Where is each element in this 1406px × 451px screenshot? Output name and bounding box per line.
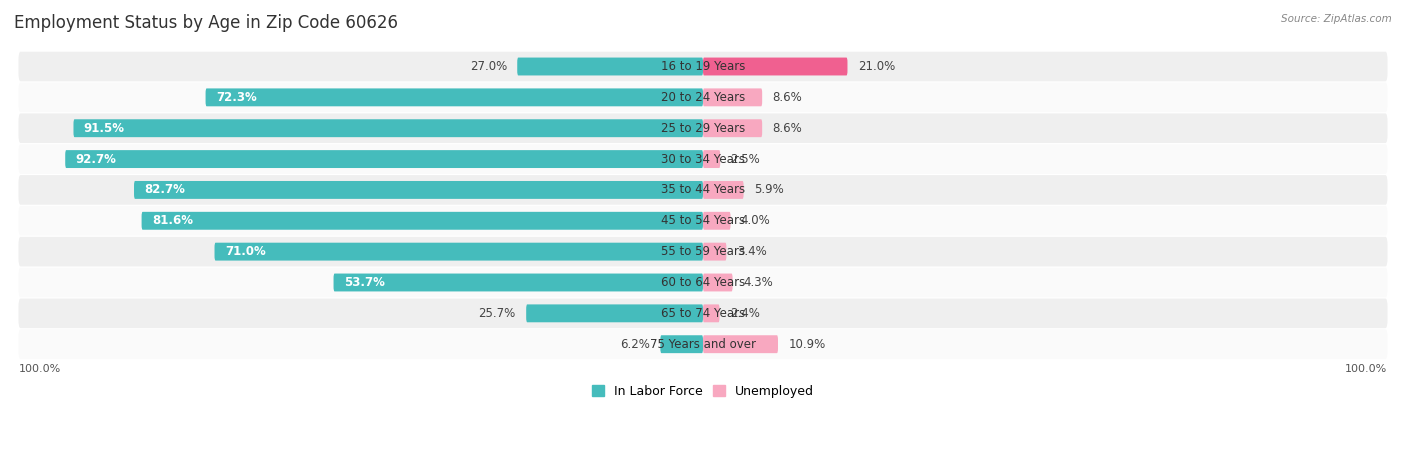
Text: 30 to 34 Years: 30 to 34 Years (661, 152, 745, 166)
Text: 21.0%: 21.0% (858, 60, 896, 73)
FancyBboxPatch shape (18, 329, 1388, 359)
FancyBboxPatch shape (18, 206, 1388, 235)
Text: 25 to 29 Years: 25 to 29 Years (661, 122, 745, 135)
Text: 16 to 19 Years: 16 to 19 Years (661, 60, 745, 73)
Text: Employment Status by Age in Zip Code 60626: Employment Status by Age in Zip Code 606… (14, 14, 398, 32)
FancyBboxPatch shape (205, 88, 703, 106)
FancyBboxPatch shape (703, 150, 720, 168)
FancyBboxPatch shape (703, 274, 733, 291)
FancyBboxPatch shape (703, 58, 848, 75)
Text: 2.4%: 2.4% (730, 307, 759, 320)
FancyBboxPatch shape (333, 274, 703, 291)
FancyBboxPatch shape (703, 212, 731, 230)
FancyBboxPatch shape (703, 88, 762, 106)
FancyBboxPatch shape (18, 237, 1388, 267)
Text: Source: ZipAtlas.com: Source: ZipAtlas.com (1281, 14, 1392, 23)
Text: 2.5%: 2.5% (731, 152, 761, 166)
Text: 6.2%: 6.2% (620, 338, 650, 351)
Text: 4.0%: 4.0% (741, 214, 770, 227)
Text: 55 to 59 Years: 55 to 59 Years (661, 245, 745, 258)
Text: 65 to 74 Years: 65 to 74 Years (661, 307, 745, 320)
FancyBboxPatch shape (65, 150, 703, 168)
Text: 8.6%: 8.6% (772, 122, 803, 135)
Text: 25.7%: 25.7% (478, 307, 516, 320)
Text: 71.0%: 71.0% (225, 245, 266, 258)
Text: 20 to 24 Years: 20 to 24 Years (661, 91, 745, 104)
Text: 27.0%: 27.0% (470, 60, 508, 73)
Text: 75 Years and over: 75 Years and over (650, 338, 756, 351)
Text: 82.7%: 82.7% (145, 184, 186, 197)
Text: 92.7%: 92.7% (76, 152, 117, 166)
FancyBboxPatch shape (661, 335, 703, 353)
FancyBboxPatch shape (18, 83, 1388, 112)
FancyBboxPatch shape (142, 212, 703, 230)
Text: 72.3%: 72.3% (217, 91, 257, 104)
FancyBboxPatch shape (18, 268, 1388, 297)
FancyBboxPatch shape (18, 175, 1388, 205)
Text: 60 to 64 Years: 60 to 64 Years (661, 276, 745, 289)
FancyBboxPatch shape (134, 181, 703, 199)
Text: 100.0%: 100.0% (1346, 364, 1388, 374)
Text: 8.6%: 8.6% (772, 91, 803, 104)
FancyBboxPatch shape (18, 144, 1388, 174)
Text: 45 to 54 Years: 45 to 54 Years (661, 214, 745, 227)
Text: 3.4%: 3.4% (737, 245, 766, 258)
FancyBboxPatch shape (18, 113, 1388, 143)
FancyBboxPatch shape (517, 58, 703, 75)
FancyBboxPatch shape (215, 243, 703, 261)
FancyBboxPatch shape (703, 119, 762, 137)
Text: 35 to 44 Years: 35 to 44 Years (661, 184, 745, 197)
Text: 10.9%: 10.9% (789, 338, 825, 351)
FancyBboxPatch shape (703, 335, 778, 353)
FancyBboxPatch shape (703, 304, 720, 322)
Legend: In Labor Force, Unemployed: In Labor Force, Unemployed (586, 380, 820, 403)
FancyBboxPatch shape (18, 299, 1388, 328)
FancyBboxPatch shape (526, 304, 703, 322)
Text: 100.0%: 100.0% (18, 364, 60, 374)
Text: 53.7%: 53.7% (344, 276, 385, 289)
FancyBboxPatch shape (703, 243, 727, 261)
FancyBboxPatch shape (703, 181, 744, 199)
Text: 81.6%: 81.6% (152, 214, 193, 227)
FancyBboxPatch shape (18, 52, 1388, 81)
Text: 5.9%: 5.9% (754, 184, 783, 197)
Text: 4.3%: 4.3% (742, 276, 773, 289)
FancyBboxPatch shape (73, 119, 703, 137)
Text: 91.5%: 91.5% (84, 122, 125, 135)
